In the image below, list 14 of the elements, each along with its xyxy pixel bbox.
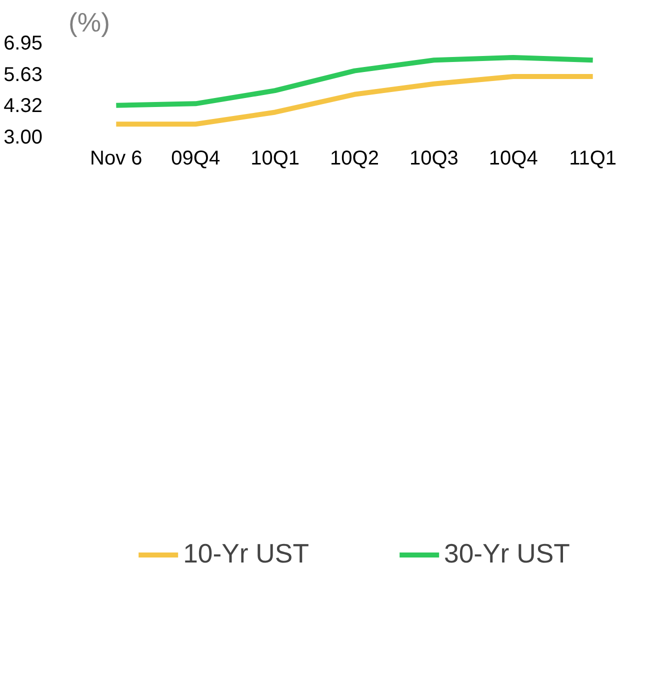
- x-tick-label: 10Q1: [250, 148, 300, 170]
- y-tick-label: 5.63: [4, 64, 43, 86]
- y-tick-label: 3.00: [4, 126, 43, 148]
- y-tick-label: 6.95: [4, 32, 43, 54]
- x-tick-label: 11Q1: [569, 148, 617, 170]
- x-tick-label: 10Q4: [488, 148, 538, 170]
- x-tick-label: 10Q3: [409, 148, 458, 170]
- x-tick-label: 09Q4: [171, 148, 220, 170]
- y-tick-label: 4.32: [4, 95, 43, 118]
- legend-label: 30-Yr UST: [444, 538, 570, 570]
- x-tick-label: 10Q2: [330, 148, 379, 170]
- y-axis-title: (%): [68, 8, 110, 38]
- legend-label: 10-Yr UST: [183, 538, 309, 570]
- x-tick-label: Nov 6: [90, 148, 142, 170]
